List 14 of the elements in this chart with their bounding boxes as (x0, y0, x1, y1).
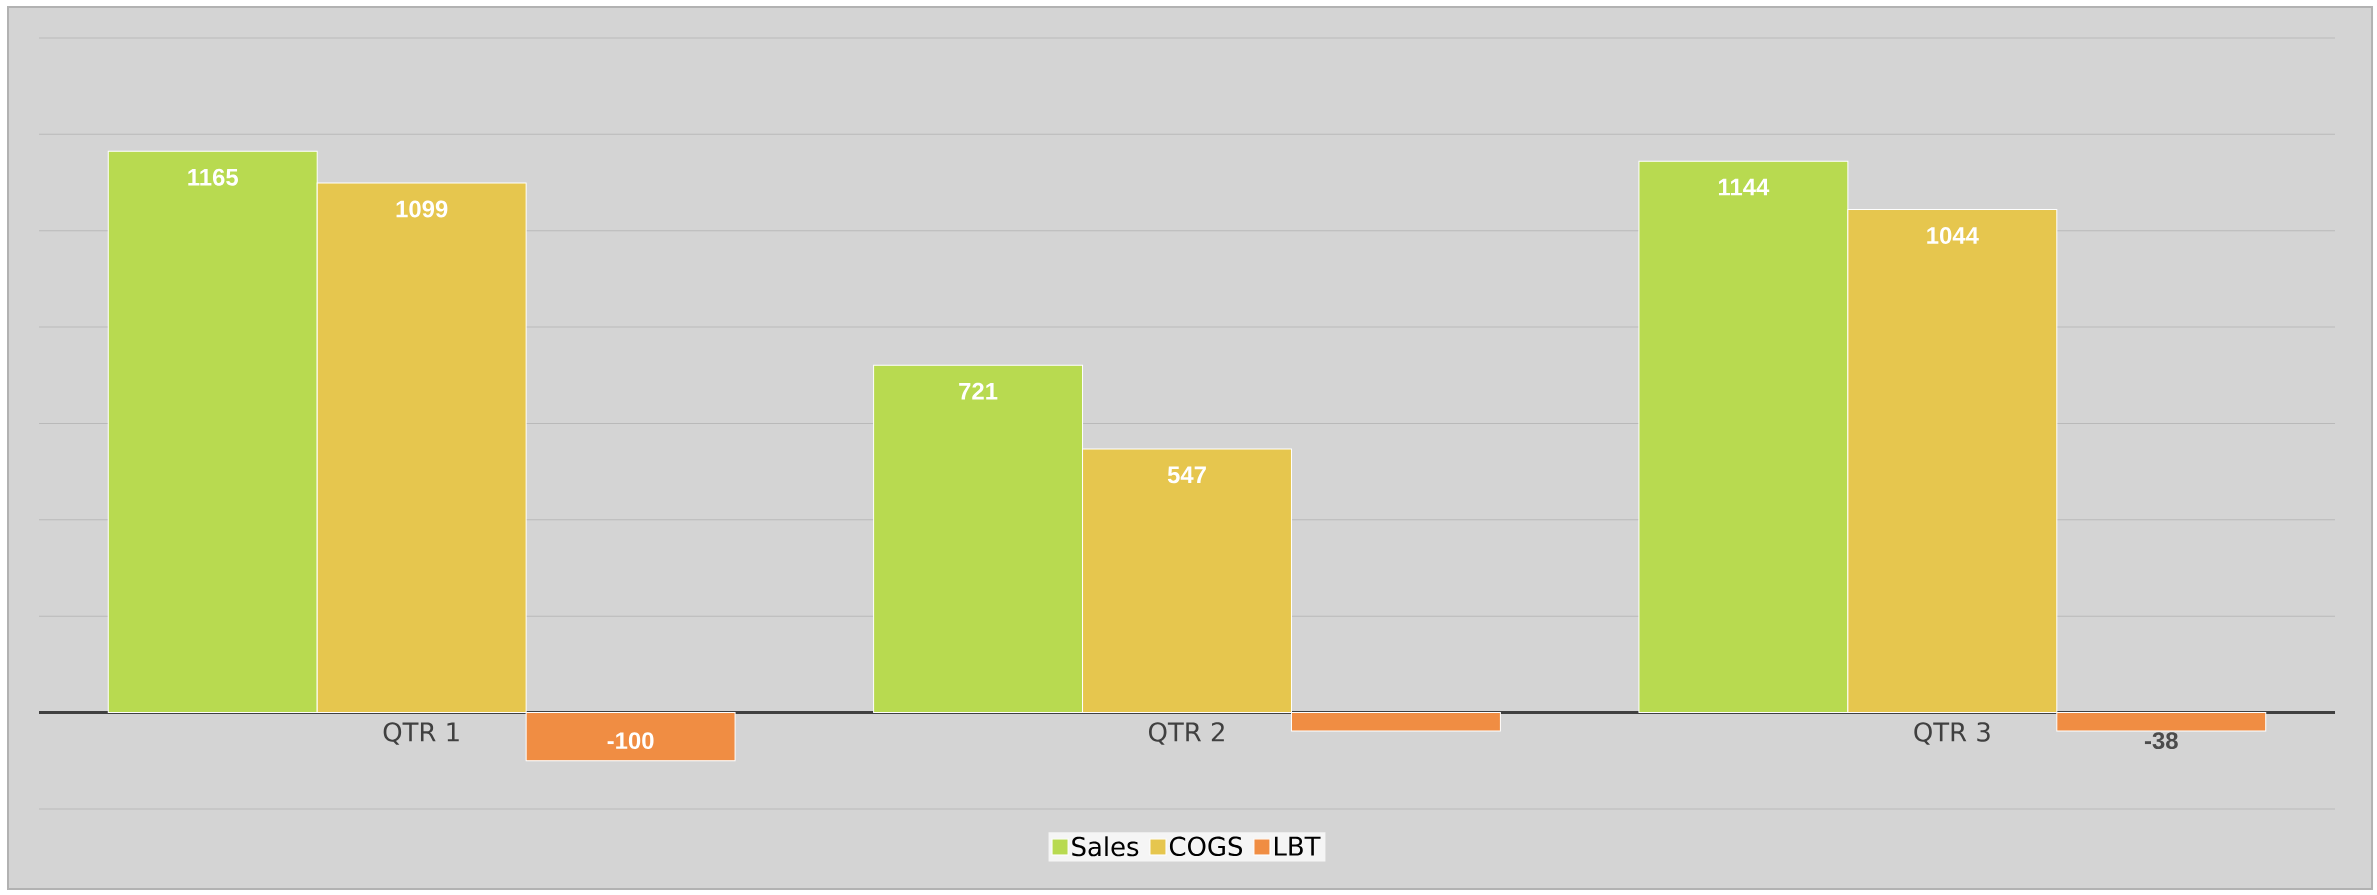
data-label: 1165 (188, 168, 238, 186)
data-label: 1144 (1718, 178, 1770, 196)
data-label: 1044 (1927, 227, 1979, 244)
x-tick-label: QTR 1 (383, 722, 459, 745)
data-label: 547 (1167, 466, 1206, 484)
data-label: 1099 (396, 200, 448, 218)
legend-label: LBT (1274, 836, 1321, 856)
data-label: -100 (607, 732, 654, 750)
legend-label: COGS (1169, 836, 1243, 857)
x-tick-label: QTR 2 (1149, 722, 1224, 745)
legend-label: Sales (1072, 836, 1139, 857)
data-label: -38 (2144, 732, 2178, 750)
data-label: 721 (959, 382, 998, 400)
x-tick-label: QTR 3 (1914, 722, 1990, 745)
